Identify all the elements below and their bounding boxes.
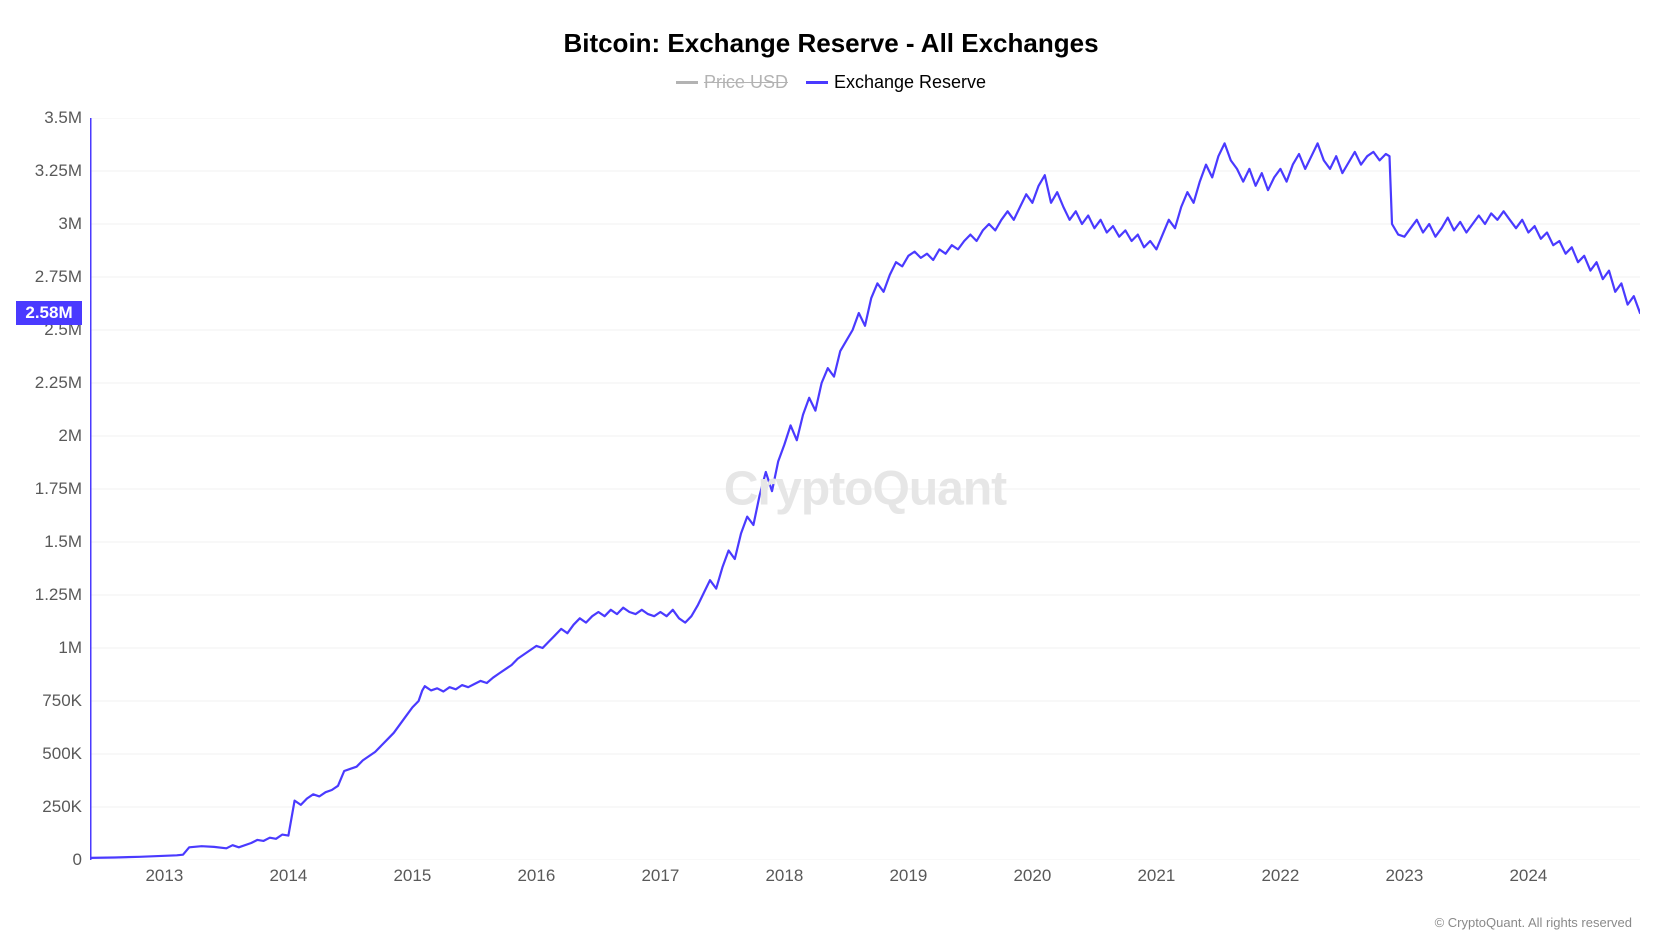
legend-label: Price USD [704,72,788,93]
x-tick-label: 2015 [393,866,431,886]
x-tick-label: 2024 [1509,866,1547,886]
x-axis-labels: 2013 2014 2015 2016 2017 2018 2019 2020 2021 2022… [90,860,1640,890]
y-tick-label: 1M [58,638,82,658]
y-tick-label: 3M [58,214,82,234]
y-tick-label: 1.5M [44,532,82,552]
x-tick-label: 2016 [517,866,555,886]
y-tick-label: 1.75M [35,479,82,499]
series-exchange-reserve [90,143,1640,858]
y-tick-label: 2.75M [35,267,82,287]
y-tick-label: 3.5M [44,108,82,128]
x-tick-label: 2022 [1261,866,1299,886]
chart-legend: Price USD Exchange Reserve [0,72,1662,93]
legend-swatch [676,81,698,84]
legend-label: Exchange Reserve [834,72,986,93]
y-tick-label: 2.25M [35,373,82,393]
x-tick-label: 2023 [1385,866,1423,886]
chart-title: Bitcoin: Exchange Reserve - All Exchange… [0,28,1662,59]
copyright-text: © CryptoQuant. All rights reserved [1435,915,1632,930]
x-tick-label: 2021 [1137,866,1175,886]
x-tick-label: 2013 [145,866,183,886]
chart-plot: 0250K500K750K1M1.25M1.5M1.75M2M2.25M2.5M… [90,118,1640,860]
x-tick-label: 2018 [765,866,803,886]
y-tick-label: 1.25M [35,585,82,605]
legend-item-1[interactable]: Exchange Reserve [806,72,986,93]
y-tick-label: 250K [42,797,82,817]
current-value-badge: 2.58M [16,301,82,325]
y-tick-label: 2M [58,426,82,446]
x-tick-label: 2020 [1013,866,1051,886]
y-tick-label: 3.25M [35,161,82,181]
y-tick-label: 500K [42,744,82,764]
y-tick-label: 750K [42,691,82,711]
x-tick-label: 2014 [269,866,307,886]
chart-svg [90,118,1640,860]
x-tick-label: 2019 [889,866,927,886]
legend-item-0[interactable]: Price USD [676,72,788,93]
y-axis-labels: 0250K500K750K1M1.25M1.5M1.75M2M2.25M2.5M… [12,118,82,860]
legend-swatch [806,81,828,84]
x-tick-label: 2017 [641,866,679,886]
y-tick-label: 0 [73,850,82,870]
